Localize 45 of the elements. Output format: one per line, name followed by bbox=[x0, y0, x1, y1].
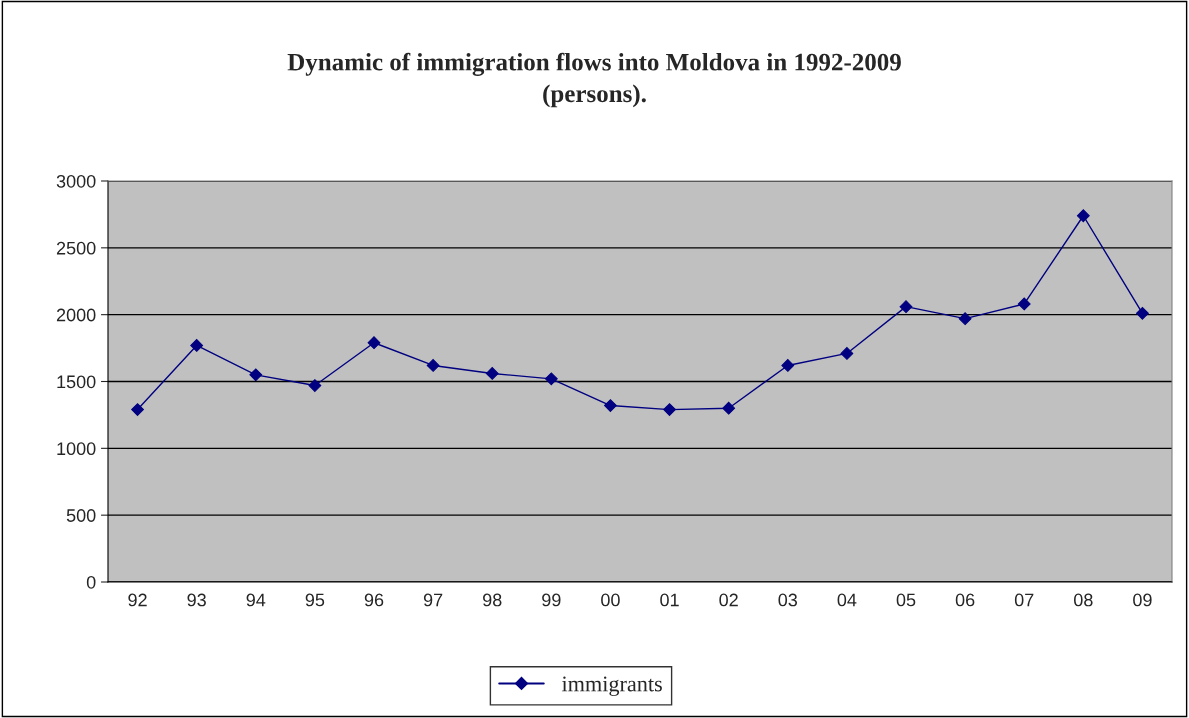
point bbox=[249, 368, 263, 382]
point bbox=[131, 403, 144, 416]
point bbox=[1017, 297, 1031, 311]
x-tick-label: 96 bbox=[364, 593, 384, 607]
x-tick-label: 08 bbox=[1074, 593, 1093, 607]
point bbox=[958, 312, 972, 326]
x-tick-label: 93 bbox=[187, 593, 206, 607]
y-tick-label: 0 bbox=[86, 575, 96, 589]
point bbox=[663, 403, 676, 416]
chart-title: Dynamic of immigration flows into Moldova in 1992-2009 (persons). bbox=[287, 52, 901, 108]
legend-label: immigrants bbox=[561, 676, 662, 696]
y-tick-label: 1500 bbox=[57, 375, 96, 389]
x-tick-label: 02 bbox=[719, 593, 738, 607]
y-tick-label: 1000 bbox=[57, 442, 96, 456]
point bbox=[544, 372, 558, 386]
x-tick-label: 05 bbox=[896, 593, 916, 607]
y-tick-label: 2000 bbox=[56, 308, 96, 322]
x-tick-label: 09 bbox=[1133, 593, 1152, 607]
x-tick-label: 99 bbox=[542, 593, 561, 607]
point bbox=[899, 300, 913, 314]
point bbox=[1136, 306, 1149, 320]
x-tick-label: 04 bbox=[837, 593, 857, 607]
y-tick-label: 3000 bbox=[56, 174, 96, 188]
point bbox=[604, 399, 617, 412]
x-tick-label: 03 bbox=[778, 593, 798, 607]
y-tick-label: 2500 bbox=[56, 241, 96, 255]
x-tick-label: 00 bbox=[601, 593, 620, 607]
point bbox=[426, 359, 440, 372]
x-tick-label: 97 bbox=[423, 593, 443, 607]
x-tick-label: 07 bbox=[1014, 593, 1034, 607]
point bbox=[367, 336, 381, 350]
point bbox=[308, 379, 322, 392]
y-tick-label: 500 bbox=[66, 509, 96, 522]
x-tick-label: 01 bbox=[660, 593, 679, 607]
point bbox=[840, 347, 854, 360]
point bbox=[485, 367, 499, 380]
x-tick-label: 06 bbox=[955, 593, 975, 607]
x-tick-label: 94 bbox=[246, 593, 266, 607]
x-tick-label: 92 bbox=[128, 593, 147, 607]
x-tick-label: 98 bbox=[483, 593, 502, 607]
point bbox=[722, 401, 736, 415]
point bbox=[781, 359, 795, 372]
x-tick-label: 95 bbox=[305, 593, 325, 607]
point bbox=[190, 339, 204, 352]
point bbox=[1076, 209, 1090, 223]
